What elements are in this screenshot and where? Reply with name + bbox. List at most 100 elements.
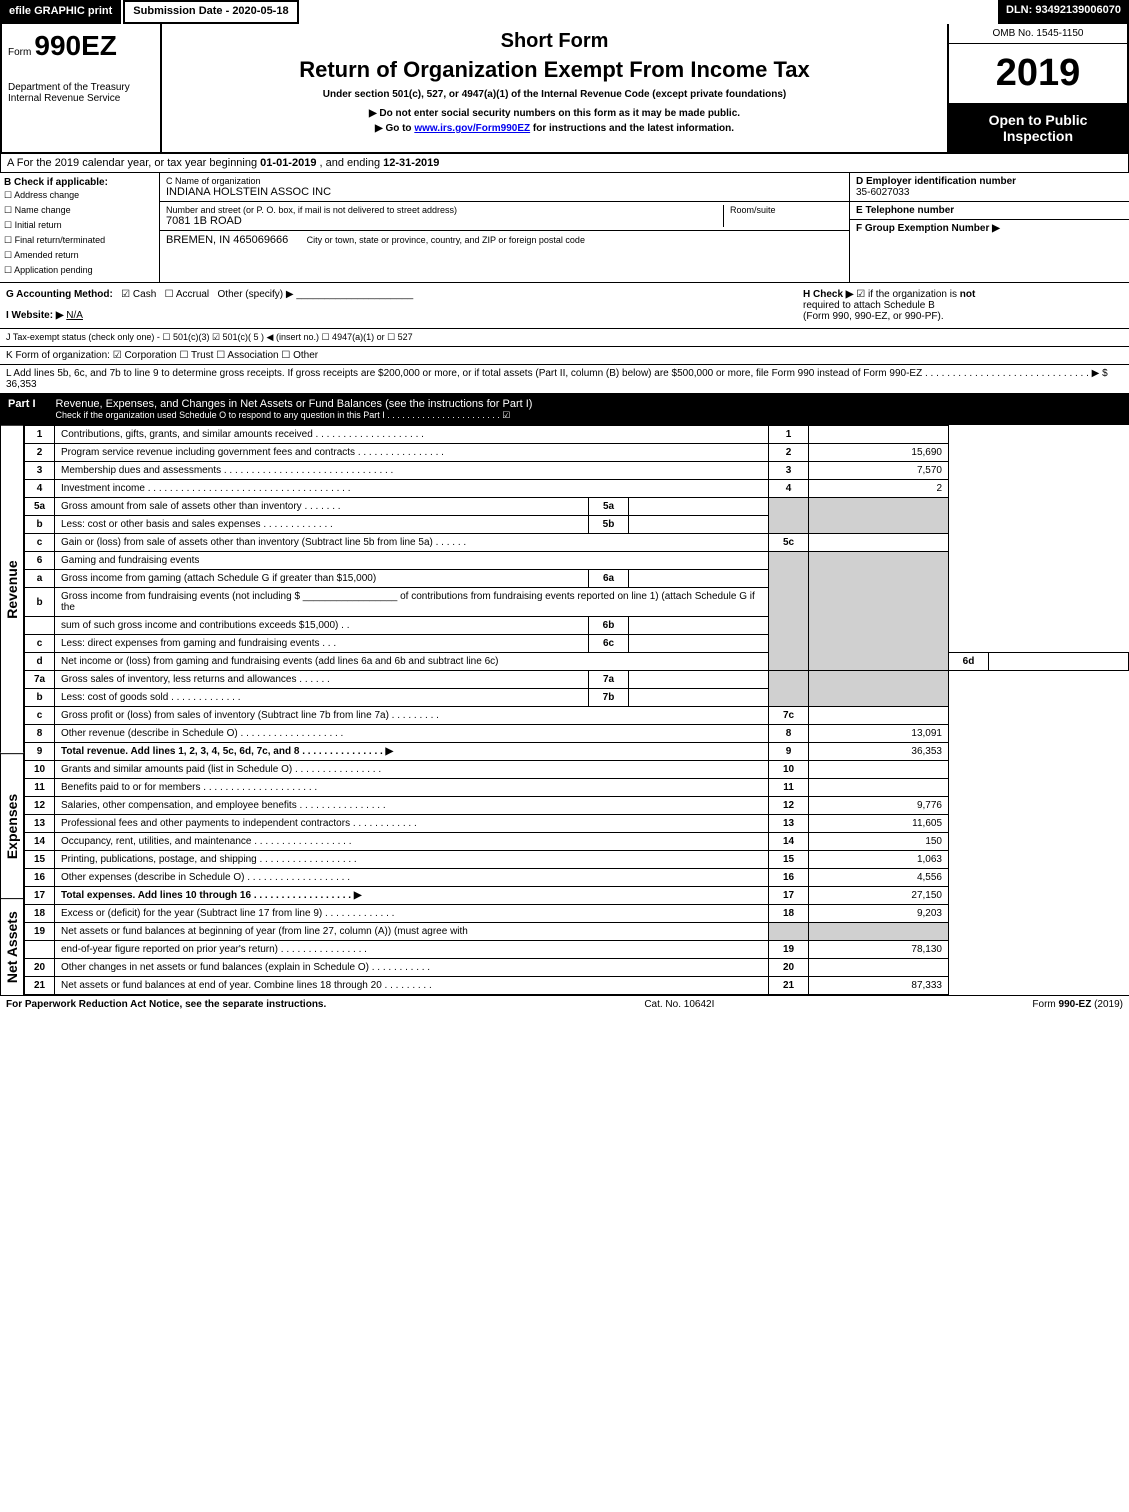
check-name-change[interactable]: ☐ Name change (4, 203, 155, 218)
line-12: 12Salaries, other compensation, and empl… (25, 797, 1129, 815)
line-15: 15Printing, publications, postage, and s… (25, 851, 1129, 869)
check-initial-return[interactable]: ☐ Initial return (4, 218, 155, 233)
form-number-990: 990 (34, 30, 81, 61)
inst2-suffix: for instructions and the latest informat… (530, 123, 734, 134)
form-prefix: Form (8, 47, 31, 58)
form-header: Form 990EZ Department of the Treasury In… (0, 24, 1129, 154)
return-title: Return of Organization Exempt From Incom… (172, 57, 937, 83)
irs-link[interactable]: www.irs.gov/Form990EZ (414, 123, 530, 134)
form-footer: Form 990-EZ (2019) (1032, 999, 1123, 1010)
ein-label: D Employer identification number (856, 176, 1123, 187)
line-6b: sum of such gross income and contributio… (25, 617, 1129, 635)
section-d: D Employer identification number 35-6027… (850, 173, 1129, 202)
section-j-tax-exempt: J Tax-exempt status (check only one) - ☐… (0, 329, 1129, 347)
line-18: 18Excess or (deficit) for the year (Subt… (25, 905, 1129, 923)
city-label: City or town, state or province, country… (307, 235, 585, 245)
h-text2: required to attach Schedule B (803, 300, 1123, 311)
check-application-pending[interactable]: ☐ Application pending (4, 263, 155, 278)
sections-g-h: G Accounting Method: ☑ Cash ☐ Accrual Ot… (0, 283, 1129, 329)
section-b-checkboxes: B Check if applicable: ☐ Address change … (0, 173, 160, 282)
h-text3: (Form 990, 990-EZ, or 990-PF). (803, 311, 1123, 322)
header-subtitle: Under section 501(c), 527, or 4947(a)(1)… (172, 89, 937, 100)
open-line2: Inspection (953, 128, 1123, 144)
org-name-value: INDIANA HOLSTEIN ASSOC INC (166, 186, 843, 198)
end-date: 12-31-2019 (383, 157, 439, 169)
paperwork-notice: For Paperwork Reduction Act Notice, see … (6, 999, 326, 1010)
part-1-body: Revenue Expenses Net Assets 1Contributio… (0, 425, 1129, 995)
line-6d: dNet income or (loss) from gaming and fu… (25, 653, 1129, 671)
line-2: 2Program service revenue including gover… (25, 444, 1129, 462)
open-line1: Open to Public (953, 112, 1123, 128)
line-7a: 7aGross sales of inventory, less returns… (25, 671, 1129, 689)
efile-print-button[interactable]: efile GRAPHIC print (0, 0, 121, 24)
department-line2: Internal Revenue Service (8, 93, 154, 104)
line-6: 6Gaming and fundraising events (25, 552, 1129, 570)
begin-date: 01-01-2019 (260, 157, 316, 169)
top-left-buttons: efile GRAPHIC print Submission Date - 20… (0, 0, 299, 24)
side-labels: Revenue Expenses Net Assets (0, 425, 24, 995)
part-1-title: Revenue, Expenses, and Changes in Net As… (56, 398, 1121, 421)
cat-number: Cat. No. 10642I (644, 999, 714, 1010)
check-amended-return[interactable]: ☐ Amended return (4, 248, 155, 263)
line-7b: bLess: cost of goods sold . . . . . . . … (25, 689, 1129, 707)
line-6b-pre: bGross income from fundraising events (n… (25, 588, 1129, 617)
line-6c: cLess: direct expenses from gaming and f… (25, 635, 1129, 653)
short-form-title: Short Form (172, 30, 937, 53)
line-17: 17Total expenses. Add lines 10 through 1… (25, 887, 1129, 905)
line-16: 16Other expenses (describe in Schedule O… (25, 869, 1129, 887)
line-21: 21Net assets or fund balances at end of … (25, 977, 1129, 995)
line-8: 8Other revenue (describe in Schedule O) … (25, 725, 1129, 743)
website-value: N/A (66, 310, 83, 321)
line-5c: cGain or (loss) from sale of assets othe… (25, 534, 1129, 552)
header-center: Short Form Return of Organization Exempt… (162, 24, 947, 152)
dln-badge: DLN: 93492139006070 (998, 0, 1129, 24)
side-expenses: Expenses (0, 753, 24, 898)
open-to-public: Open to Public Inspection (949, 104, 1127, 152)
section-a-prefix: A For the 2019 calendar year, or tax yea… (7, 157, 260, 169)
g-cash: Cash (133, 289, 156, 300)
sections-d-e-f: D Employer identification number 35-6027… (849, 173, 1129, 282)
revenue-table: 1Contributions, gifts, grants, and simil… (24, 425, 1129, 995)
sections-b-through-f: B Check if applicable: ☐ Address change … (0, 173, 1129, 283)
form-number-block: Form 990EZ Department of the Treasury In… (2, 24, 162, 152)
instruction-1: ▶ Do not enter social security numbers o… (172, 108, 937, 119)
line-7c: cGross profit or (loss) from sales of in… (25, 707, 1129, 725)
instruction-2: ▶ Go to www.irs.gov/Form990EZ for instru… (172, 123, 937, 134)
i-label: I Website: ▶ (6, 310, 64, 321)
top-bar: efile GRAPHIC print Submission Date - 20… (0, 0, 1129, 24)
line-19-pre: 19Net assets or fund balances at beginni… (25, 923, 1129, 941)
line-19: end-of-year figure reported on prior yea… (25, 941, 1129, 959)
form-number-ez: EZ (81, 30, 117, 61)
h-label: H Check ▶ (803, 289, 853, 300)
section-c-org-info: C Name of organization INDIANA HOLSTEIN … (160, 173, 849, 282)
line-5b: bLess: cost or other basis and sales exp… (25, 516, 1129, 534)
city-value: BREMEN, IN 465069666 (166, 234, 288, 246)
section-k-org-form: K Form of organization: ☑ Corporation ☐ … (0, 347, 1129, 365)
inst2-prefix: ▶ Go to (375, 123, 414, 134)
h-not: not (960, 289, 976, 300)
g-accrual: Accrual (176, 289, 209, 300)
line-9: 9Total revenue. Add lines 1, 2, 3, 4, 5c… (25, 743, 1129, 761)
side-net-assets: Net Assets (0, 898, 24, 995)
department-line1: Department of the Treasury (8, 82, 154, 93)
part-1-header: Part I Revenue, Expenses, and Changes in… (0, 394, 1129, 425)
section-a-tax-year: A For the 2019 calendar year, or tax yea… (0, 154, 1129, 173)
header-right: OMB No. 1545-1150 2019 Open to Public In… (947, 24, 1127, 152)
tax-year: 2019 (949, 44, 1127, 104)
omb-number: OMB No. 1545-1150 (949, 24, 1127, 44)
page-footer: For Paperwork Reduction Act Notice, see … (0, 995, 1129, 1013)
g-label: G Accounting Method: (6, 289, 113, 300)
section-e: E Telephone number (850, 202, 1129, 220)
g-other: Other (specify) ▶ (218, 289, 294, 300)
check-address-change[interactable]: ☐ Address change (4, 188, 155, 203)
street-value: 7081 1B ROAD (166, 215, 723, 227)
submission-date-badge: Submission Date - 2020-05-18 (123, 0, 298, 24)
line-1: 1Contributions, gifts, grants, and simil… (25, 426, 1129, 444)
line-3: 3Membership dues and assessments . . . .… (25, 462, 1129, 480)
section-b-title: B Check if applicable: (4, 177, 155, 188)
check-final-return[interactable]: ☐ Final return/terminated (4, 233, 155, 248)
line-4: 4Investment income . . . . . . . . . . .… (25, 480, 1129, 498)
line-20: 20Other changes in net assets or fund ba… (25, 959, 1129, 977)
part-1-label: Part I (8, 398, 36, 421)
line-5a: 5aGross amount from sale of assets other… (25, 498, 1129, 516)
